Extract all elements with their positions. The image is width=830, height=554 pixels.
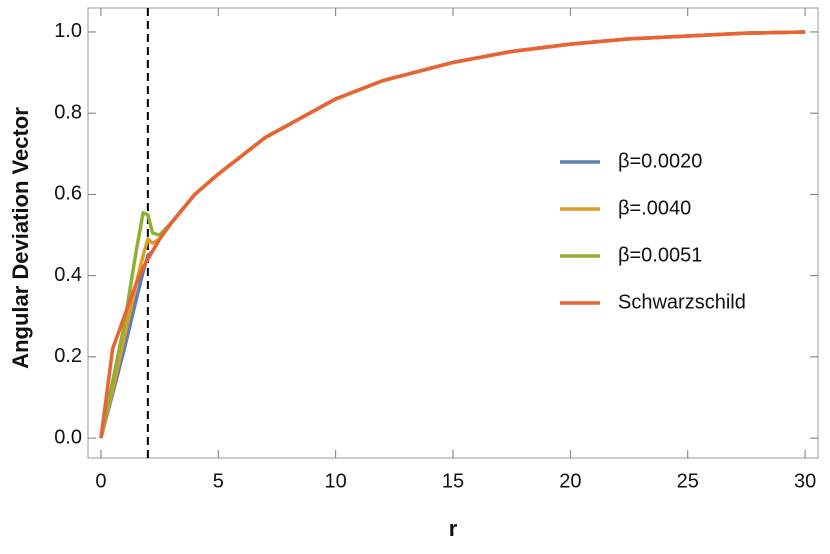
legend-label: β=.0040 [618,197,691,219]
x-tick-label: 30 [794,470,816,492]
series-line [99,30,806,439]
x-tick-label: 20 [559,470,581,492]
y-tick-label: 0.0 [54,426,82,448]
series-line [99,30,806,439]
y-tick-label: 0.6 [54,183,82,205]
x-tick-label: 5 [213,470,224,492]
legend-label: β=0.0020 [618,150,702,172]
series-line [99,30,806,439]
y-tick-label: 0.8 [54,101,82,123]
legend-label: β=0.0051 [618,244,702,266]
series-line [99,30,806,439]
y-tick-label: 0.2 [54,345,82,367]
y-tick-label: 0.4 [54,264,82,286]
plot-frame [87,7,819,459]
x-tick-label: 15 [442,470,464,492]
x-tick-label: 25 [677,470,699,492]
y-axis-label: Angular Deviation Vector [8,107,33,369]
y-tick-label: 1.0 [54,20,82,42]
x-axis-label: r [449,516,458,541]
x-tick-label: 10 [325,470,347,492]
x-tick-label: 0 [95,470,106,492]
legend-label: Schwarzschild [618,291,746,313]
